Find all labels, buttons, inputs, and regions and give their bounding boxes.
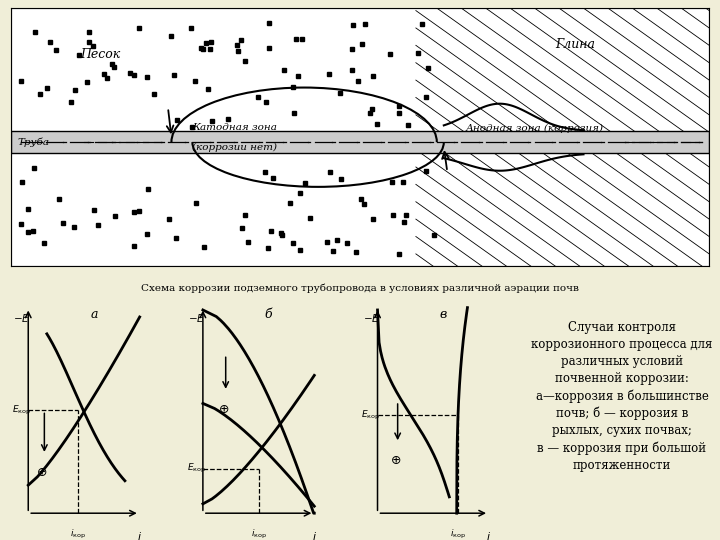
Text: а: а bbox=[90, 308, 98, 321]
Text: $E_{\rm кор}$: $E_{\rm кор}$ bbox=[186, 462, 206, 475]
Text: $i$: $i$ bbox=[137, 530, 142, 540]
Polygon shape bbox=[11, 131, 709, 153]
Polygon shape bbox=[11, 8, 444, 266]
Text: $i_{\rm кор}$: $i_{\rm кор}$ bbox=[251, 529, 267, 540]
Text: $i$: $i$ bbox=[312, 530, 317, 540]
Text: в: в bbox=[440, 308, 447, 321]
Text: Случаи контроля
коррозионного процесса для
различных условий
почвенной коррозии:: Случаи контроля коррозионного процесса д… bbox=[531, 321, 713, 472]
Text: $-E$: $-E$ bbox=[14, 312, 31, 325]
Text: Труба: Труба bbox=[18, 137, 50, 147]
Text: (коррозии нет): (коррозии нет) bbox=[192, 143, 276, 152]
Text: Анодная зона (коррозия): Анодная зона (коррозия) bbox=[466, 124, 603, 133]
Text: $-E$: $-E$ bbox=[188, 312, 205, 325]
Text: Катодная зона: Катодная зона bbox=[192, 123, 276, 132]
Text: $i_{\rm кор}$: $i_{\rm кор}$ bbox=[450, 529, 466, 540]
Text: $i_{\rm кор}$: $i_{\rm кор}$ bbox=[70, 529, 86, 540]
Text: Глина: Глина bbox=[556, 38, 595, 51]
Text: $-E$: $-E$ bbox=[363, 312, 380, 325]
Text: $E_{\rm кор}$: $E_{\rm кор}$ bbox=[361, 409, 380, 422]
Text: $E_{\rm кор}$: $E_{\rm кор}$ bbox=[12, 404, 31, 417]
Text: Схема коррозии подземного трубопровода в условиях различной аэрации почв: Схема коррозии подземного трубопровода в… bbox=[141, 284, 579, 293]
Text: б: б bbox=[265, 308, 272, 321]
Polygon shape bbox=[416, 8, 709, 266]
Text: Песок: Песок bbox=[81, 48, 121, 61]
Text: $i$: $i$ bbox=[486, 530, 491, 540]
Text: $\oplus$: $\oplus$ bbox=[217, 403, 229, 416]
Text: $\oplus$: $\oplus$ bbox=[390, 454, 401, 467]
Text: $\oplus$: $\oplus$ bbox=[36, 466, 48, 479]
